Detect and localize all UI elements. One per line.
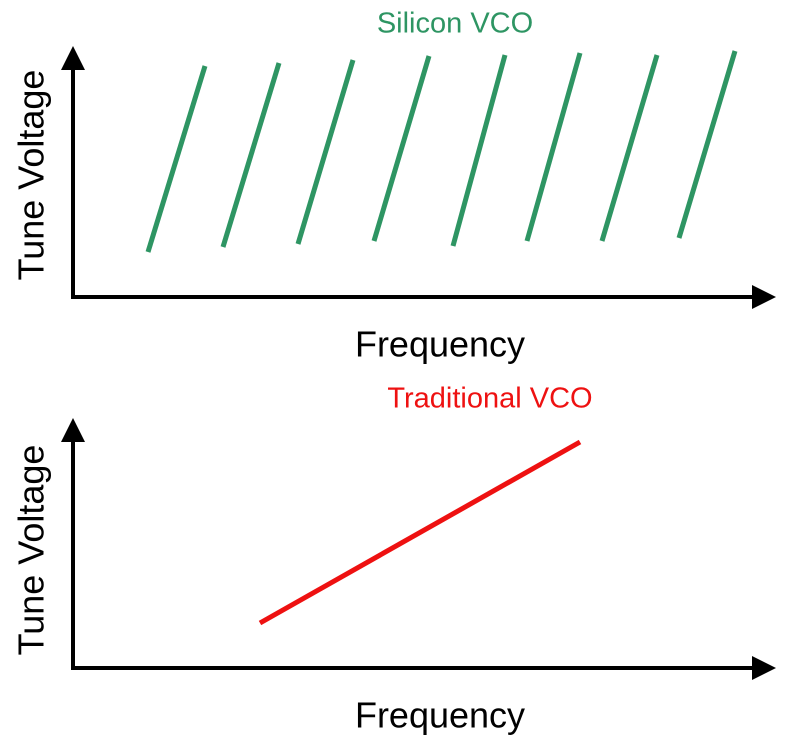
band-line (676, 50, 738, 239)
x-axis-label: Frequency (355, 324, 525, 365)
plot-title: Silicon VCO (377, 8, 533, 40)
y-axis-label: Tune Voltage (11, 445, 52, 656)
silicon-vco-plot: Silicon VCO Frequency Tune Voltage (11, 8, 776, 365)
band-line (450, 54, 508, 247)
traditional-vco-plot: Traditional VCO Frequency Tune Voltage (11, 383, 776, 736)
y-axis-label: Tune Voltage (11, 70, 52, 281)
plot-title: Traditional VCO (387, 383, 592, 415)
band-line (371, 55, 432, 242)
tuning-line (258, 439, 582, 626)
band-line (220, 62, 282, 248)
band-line (599, 54, 660, 242)
band-line (295, 59, 356, 245)
tuning-bands (145, 50, 738, 253)
x-axis-label: Frequency (355, 695, 525, 736)
band-line (524, 52, 583, 242)
band-line (145, 65, 208, 253)
